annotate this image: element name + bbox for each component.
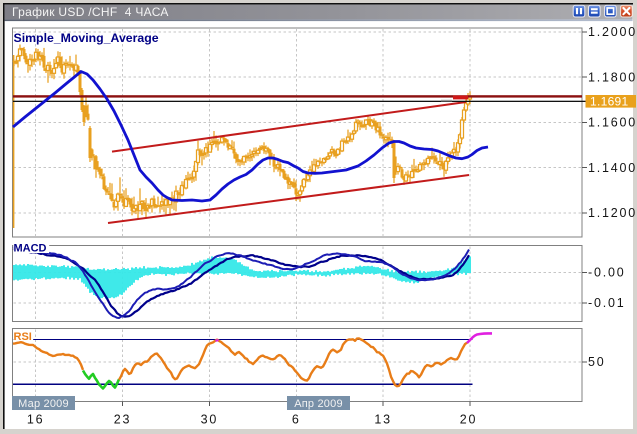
svg-text:MACD: MACD [14,243,47,255]
svg-text:1.1691: 1.1691 [590,95,629,109]
svg-text:-0.00: -0.00 [588,266,626,280]
svg-text:23: 23 [114,413,132,427]
svg-text:16: 16 [27,413,45,427]
svg-text:Апр 2009: Апр 2009 [294,398,343,410]
svg-text:RSI: RSI [14,331,32,343]
svg-text:1.1400: 1.1400 [588,161,637,175]
svg-text:1.1600: 1.1600 [588,116,637,130]
svg-text:30: 30 [201,413,219,427]
svg-text:-0.01: -0.01 [588,296,626,310]
svg-text:1.1200: 1.1200 [588,206,637,220]
svg-text:20: 20 [460,413,478,427]
svg-text:1.1800: 1.1800 [588,70,637,84]
svg-text:50: 50 [588,355,606,369]
svg-text:1.2000: 1.2000 [588,25,637,39]
svg-text:График USD /CHF 4 ЧАСА: График USD /CHF 4 ЧАСА [12,5,169,19]
svg-text:13: 13 [374,413,392,427]
svg-text:Мар 2009: Мар 2009 [18,398,69,410]
svg-text:6: 6 [292,413,301,427]
svg-text:Simple_Moving_Average: Simple_Moving_Average [14,31,159,45]
